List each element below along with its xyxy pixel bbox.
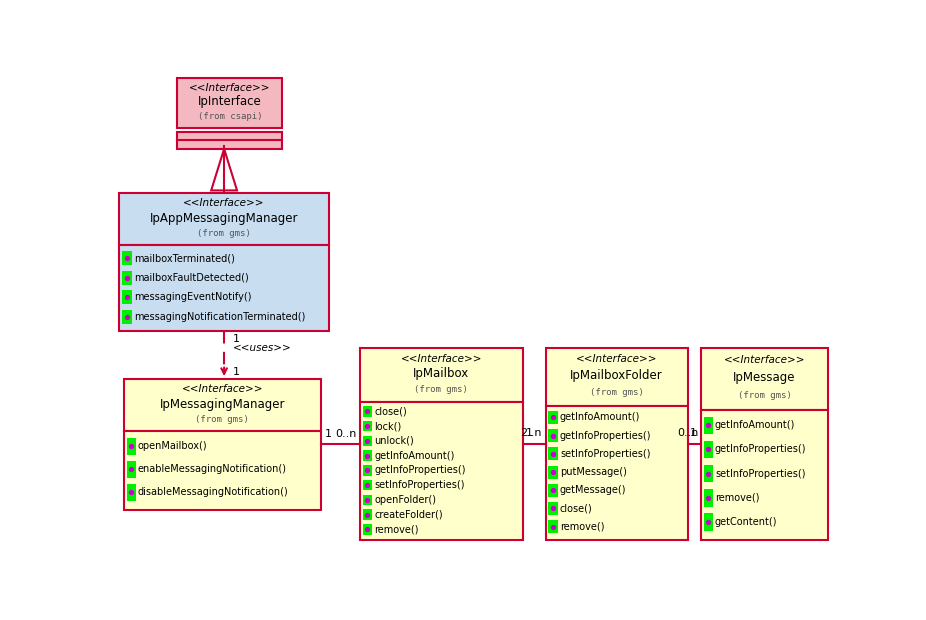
Text: remove(): remove() (715, 493, 759, 503)
Bar (363, 509, 372, 520)
Text: remove(): remove() (560, 521, 605, 532)
Text: getInfoProperties(): getInfoProperties() (374, 466, 466, 476)
Text: 0..n: 0..n (677, 428, 698, 438)
Bar (704, 489, 713, 507)
Text: 1: 1 (232, 334, 240, 343)
Bar (545, 405, 688, 541)
Bar (178, 140, 282, 149)
Text: getInfoAmount(): getInfoAmount() (715, 420, 795, 430)
Text: messagingNotificationTerminated(): messagingNotificationTerminated() (133, 312, 305, 322)
Text: 1: 1 (232, 366, 240, 376)
Text: IpMailboxFolder: IpMailboxFolder (570, 369, 663, 382)
Text: (from csapi): (from csapi) (197, 112, 262, 122)
Bar (127, 461, 136, 477)
Bar (122, 290, 131, 304)
Bar (704, 417, 713, 434)
Text: lock(): lock() (374, 421, 401, 431)
Text: enableMessagingNotification(): enableMessagingNotification() (138, 464, 287, 474)
Text: openMailbox(): openMailbox() (138, 441, 207, 451)
Bar (704, 513, 713, 531)
Text: IpMessagingManager: IpMessagingManager (159, 397, 285, 410)
Text: 1: 1 (690, 428, 697, 438)
Bar (548, 466, 557, 479)
Bar (701, 348, 829, 410)
Text: createFolder(): createFolder() (374, 510, 443, 520)
Bar (363, 495, 372, 505)
Bar (363, 406, 372, 417)
Bar (701, 410, 829, 541)
Text: mailboxTerminated(): mailboxTerminated() (133, 253, 234, 263)
Text: close(): close() (374, 406, 407, 417)
Bar (363, 480, 372, 490)
Bar (363, 465, 372, 476)
Text: <<Interface>>: <<Interface>> (189, 83, 270, 93)
Bar (363, 450, 372, 461)
Bar (545, 348, 688, 405)
Bar (119, 246, 329, 331)
Bar (127, 484, 136, 501)
Text: unlock(): unlock() (374, 436, 414, 446)
Bar (359, 402, 522, 541)
Bar (122, 270, 131, 285)
Text: IpInterface: IpInterface (198, 95, 262, 108)
Bar (704, 465, 713, 482)
Bar (124, 432, 321, 510)
Bar (548, 484, 557, 497)
Text: <<Interface>>: <<Interface>> (400, 354, 482, 364)
Bar (124, 379, 321, 432)
Text: openFolder(): openFolder() (374, 495, 436, 505)
Text: mailboxFaultDetected(): mailboxFaultDetected() (133, 273, 248, 283)
Bar (548, 448, 557, 461)
Bar (363, 421, 372, 432)
Bar (704, 441, 713, 458)
Text: IpAppMessagingManager: IpAppMessagingManager (150, 211, 298, 224)
Text: setInfoProperties(): setInfoProperties() (374, 480, 465, 490)
Bar (548, 502, 557, 515)
Text: close(): close() (560, 503, 593, 513)
Text: <<Interface>>: <<Interface>> (181, 384, 263, 394)
Text: putMessage(): putMessage() (560, 467, 627, 477)
Text: getContent(): getContent() (715, 517, 778, 527)
Text: getInfoAmount(): getInfoAmount() (374, 451, 455, 461)
Text: getInfoProperties(): getInfoProperties() (715, 445, 807, 454)
Text: (from gms): (from gms) (738, 391, 792, 401)
Bar (359, 348, 522, 402)
Text: IpMailbox: IpMailbox (413, 367, 469, 380)
Text: <<Interface>>: <<Interface>> (724, 355, 806, 365)
Bar (122, 309, 131, 324)
Bar (363, 436, 372, 446)
Text: (from gms): (from gms) (590, 389, 644, 397)
Text: 1: 1 (325, 428, 332, 439)
Text: remove(): remove() (374, 525, 419, 534)
Text: getMessage(): getMessage() (560, 485, 627, 495)
Text: <<uses>>: <<uses>> (232, 343, 292, 353)
Text: 0..n: 0..n (335, 428, 357, 439)
Bar (178, 78, 282, 128)
Bar (178, 132, 282, 140)
Bar (127, 438, 136, 454)
Text: IpMessage: IpMessage (733, 371, 795, 384)
Text: (from gms): (from gms) (195, 415, 249, 424)
Bar (548, 520, 557, 533)
Text: setInfoProperties(): setInfoProperties() (560, 449, 650, 459)
Text: <<Interface>>: <<Interface>> (576, 355, 657, 365)
Text: <<Interface>>: <<Interface>> (183, 198, 265, 208)
Text: 2..n: 2..n (520, 428, 542, 438)
Bar (119, 193, 329, 246)
Bar (548, 411, 557, 424)
Bar (548, 429, 557, 442)
Bar (122, 251, 131, 265)
Text: setInfoProperties(): setInfoProperties() (715, 469, 806, 479)
Text: (from gms): (from gms) (414, 386, 468, 394)
Text: getInfoAmount(): getInfoAmount() (560, 412, 641, 422)
Text: disableMessagingNotification(): disableMessagingNotification() (138, 487, 289, 497)
Text: (from gms): (from gms) (197, 229, 251, 238)
Text: getInfoProperties(): getInfoProperties() (560, 431, 652, 441)
Text: 1: 1 (526, 428, 533, 438)
Bar (363, 524, 372, 534)
Text: messagingEventNotify(): messagingEventNotify() (133, 292, 251, 302)
